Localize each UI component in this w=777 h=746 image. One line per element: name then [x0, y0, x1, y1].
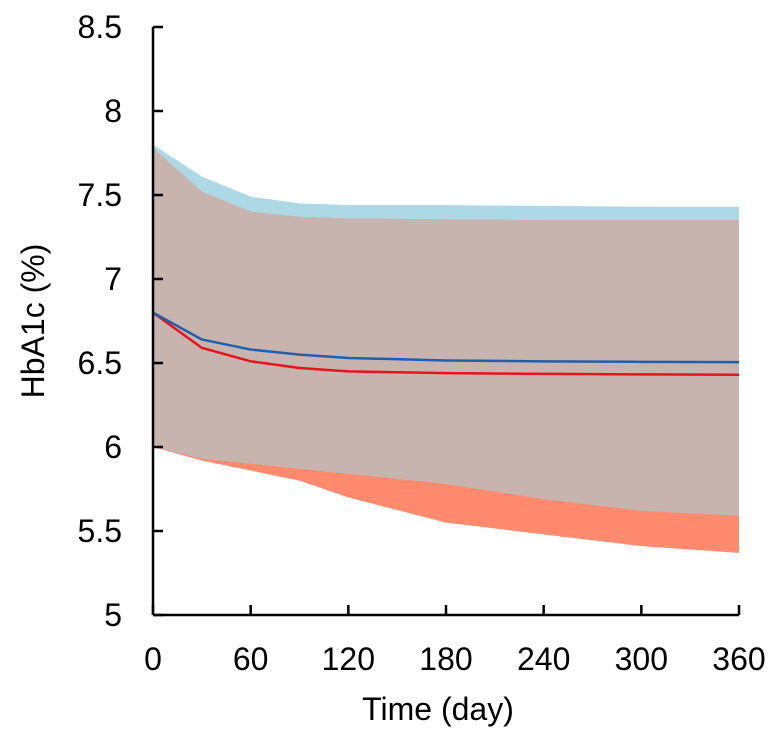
confidence-bands	[153, 144, 739, 553]
x-tick-label: 240	[517, 641, 570, 677]
y-tick-label: 7.5	[78, 177, 122, 213]
y-tick-label: 8	[104, 93, 122, 129]
x-tick-label: 300	[615, 641, 668, 677]
axes: 5 5.5 6 6.5 7 7.5 8 8.5 0 60 120 180 240 300 360	[78, 9, 766, 677]
y-axis-label: HbA1c (%)	[15, 244, 51, 399]
blue-line	[152, 311, 740, 364]
overlap-band	[153, 147, 739, 516]
x-tick-label: 360	[712, 641, 765, 677]
x-tick-label: 0	[144, 641, 162, 677]
x-tick-label: 60	[233, 641, 269, 677]
y-tick-label: 5.5	[78, 513, 122, 549]
y-tick-label: 6	[104, 429, 122, 465]
x-tick-label: 180	[419, 641, 472, 677]
series-lines	[152, 311, 740, 377]
red-line	[152, 311, 740, 377]
y-tick-label: 5	[104, 597, 122, 633]
y-tick-label: 8.5	[78, 9, 122, 45]
y-tick-label: 7	[104, 261, 122, 297]
y-tick-label: 6.5	[78, 345, 122, 381]
y-ticks: 5 5.5 6 6.5 7 7.5 8 8.5	[78, 9, 163, 633]
x-ticks: 0 60 120 180 240 300 360	[144, 605, 766, 677]
x-axis-label: Time (day)	[362, 691, 514, 727]
x-tick-label: 120	[322, 641, 375, 677]
